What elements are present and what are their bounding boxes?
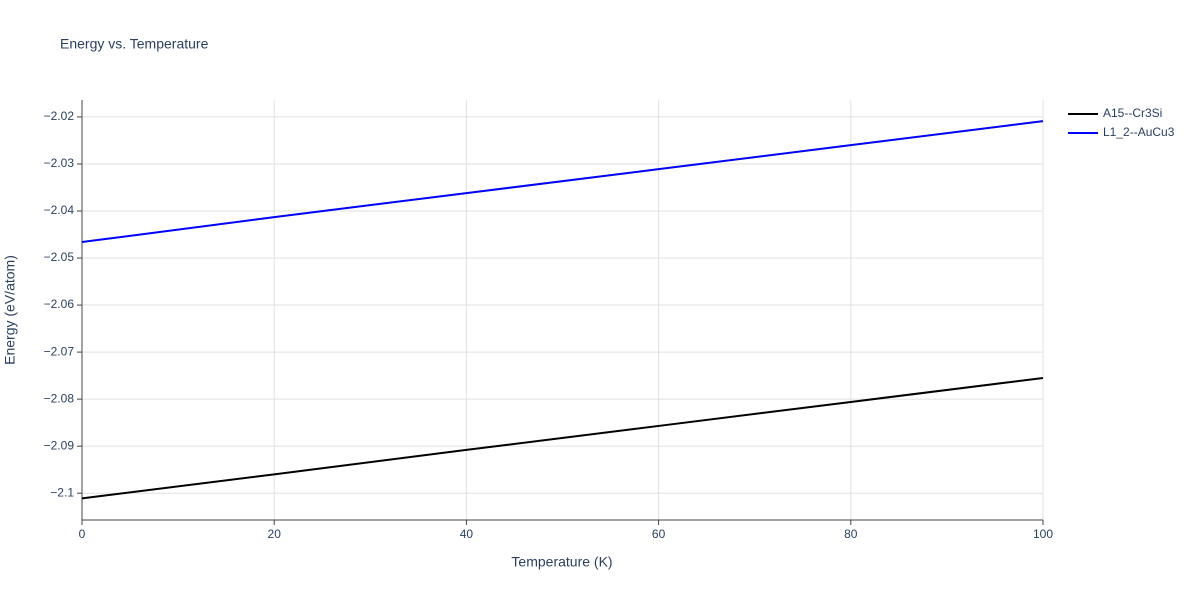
line-series [81,120,1044,244]
legend-label: A15--Cr3Si [1103,106,1162,120]
x-tick-label: 60 [652,527,666,541]
line-series [81,376,1044,500]
x-tick-label: 100 [1033,527,1053,541]
y-axis-label: Energy (eV/atom) [2,255,18,365]
x-tick-label: 40 [460,527,474,541]
y-tick-label: −2.06 [44,297,75,311]
y-tick-label: −2.09 [44,438,75,452]
y-tick-label: −2.03 [44,156,75,170]
chart-title: Energy vs. Temperature [60,36,209,52]
y-tick-label: −2.07 [44,344,75,358]
legend-label: L1_2--AuCu3 [1103,125,1175,139]
y-tick-label: −2.02 [44,109,75,123]
y-tick-label: −2.1 [50,485,74,499]
x-tick-label: 0 [79,527,86,541]
x-tick-label: 80 [844,527,858,541]
y-tick-label: −2.04 [44,203,75,217]
x-tick-label: 20 [268,527,282,541]
x-axis-label: Temperature (K) [511,554,612,570]
y-tick-label: −2.05 [44,250,75,264]
y-tick-label: −2.08 [44,391,75,405]
